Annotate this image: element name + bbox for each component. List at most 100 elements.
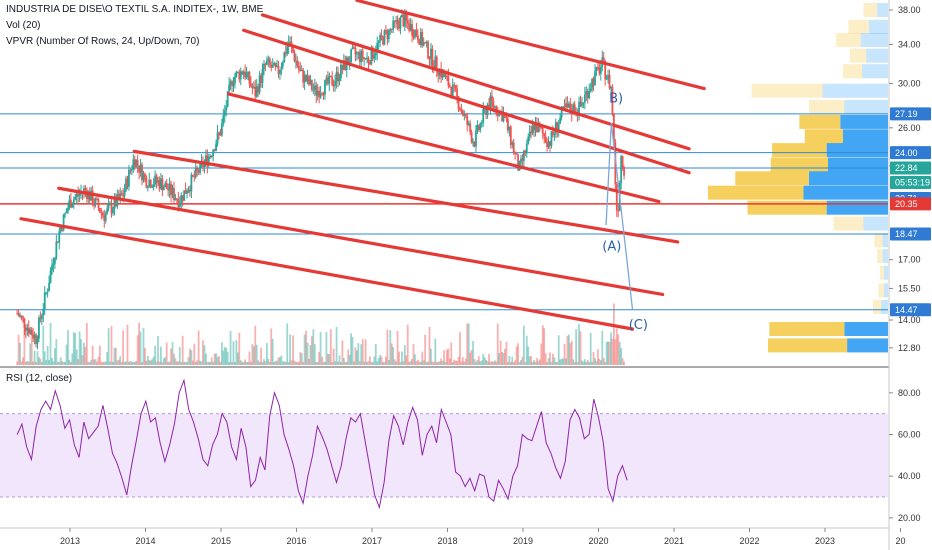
candle-body [65,211,68,214]
candle-body [232,83,235,86]
volume-bar [96,361,98,365]
volume-bar [543,328,546,365]
volume-bar [135,360,138,365]
candle-body [335,72,338,82]
volume-bar [421,351,424,365]
candle-body [493,106,496,108]
volume-bar [467,323,470,365]
volume-bar [576,362,579,365]
volume-bar [402,361,405,365]
candle-body [385,30,387,32]
volume-bar [117,359,120,365]
volume-bar [231,361,233,365]
volume-bar [200,361,203,365]
candle-body [303,74,306,83]
volume-bar [159,346,162,365]
price-badge-label: 24.00 [895,148,918,158]
volume-bar [556,361,559,365]
candle-body [68,199,71,208]
candle-body [374,52,377,56]
candle-body [402,14,405,27]
candle-body [300,69,303,71]
volume-bar [512,361,515,365]
candle-body [72,199,75,205]
candle-body [155,175,158,183]
candle-body [332,85,335,87]
volume-bar [537,360,540,365]
volume-bar [515,346,518,365]
volume-bar [364,339,367,365]
candle-body [48,282,50,292]
volume-bar [353,361,355,365]
candle-body [428,58,431,60]
volume-bar [136,335,139,365]
price-badge-label: 22.84 [895,163,918,173]
candle-body [550,131,553,146]
candle-body [162,187,165,191]
candle-body [408,23,411,31]
volume-bar [473,359,476,365]
price-badge [890,176,931,190]
volume-bar [180,361,183,365]
candle-body [405,14,408,21]
volume-bar [595,361,598,365]
volume-bar [139,331,142,365]
candle-body [302,69,305,83]
volume-bar [242,362,245,365]
volume-bar [30,330,33,365]
volume-bar [408,361,411,365]
volume-bar [434,338,437,365]
volume-bar [522,325,525,365]
candle-body [615,184,618,211]
volume-bar [72,332,75,365]
candle-body [88,191,91,201]
volume-bar [88,361,91,365]
volume-bar [361,339,364,365]
volume-bar [356,350,358,365]
candle-body [196,167,199,171]
candle-body [52,263,55,266]
volume-bar [422,360,425,365]
candle-body [567,103,570,108]
volume-bar [363,361,366,365]
volume-bar [268,361,271,365]
candle-body [247,71,249,74]
volume-bar [360,344,363,365]
candle-body [496,113,499,116]
volume-bar [387,359,390,365]
candle-body [483,108,486,110]
candle-body [135,159,138,167]
volume-bar [505,341,508,365]
candle-body [578,101,580,115]
channel-line [355,0,706,91]
candle-body [466,115,469,125]
candle-body [78,194,81,196]
volume-bar [312,329,315,365]
candle-body [161,178,164,191]
volume-bar [456,360,458,365]
volume-bar [178,346,181,365]
channel-line [260,13,691,151]
candle-body [252,86,255,89]
volume-bar [39,358,42,365]
candle-body [331,77,334,86]
volume-bar [451,361,454,365]
candle-body [440,69,443,78]
volume-legend: Vol (20) [6,20,41,31]
volume-bar [267,358,270,365]
volume-bar [222,350,225,365]
volume-bar [302,361,305,365]
candle-body [109,204,111,206]
volume-bar [290,360,293,365]
time-tick-label: 2023 [815,536,835,546]
candle-body [284,52,287,54]
candle-body [236,71,239,73]
vpvr-up-bar [877,249,883,264]
volume-bar [486,361,489,365]
candle-body [463,114,466,116]
volume-bar [299,352,302,365]
volume-bar [441,360,444,365]
volume-bar [129,360,132,365]
candle-body [543,133,546,137]
